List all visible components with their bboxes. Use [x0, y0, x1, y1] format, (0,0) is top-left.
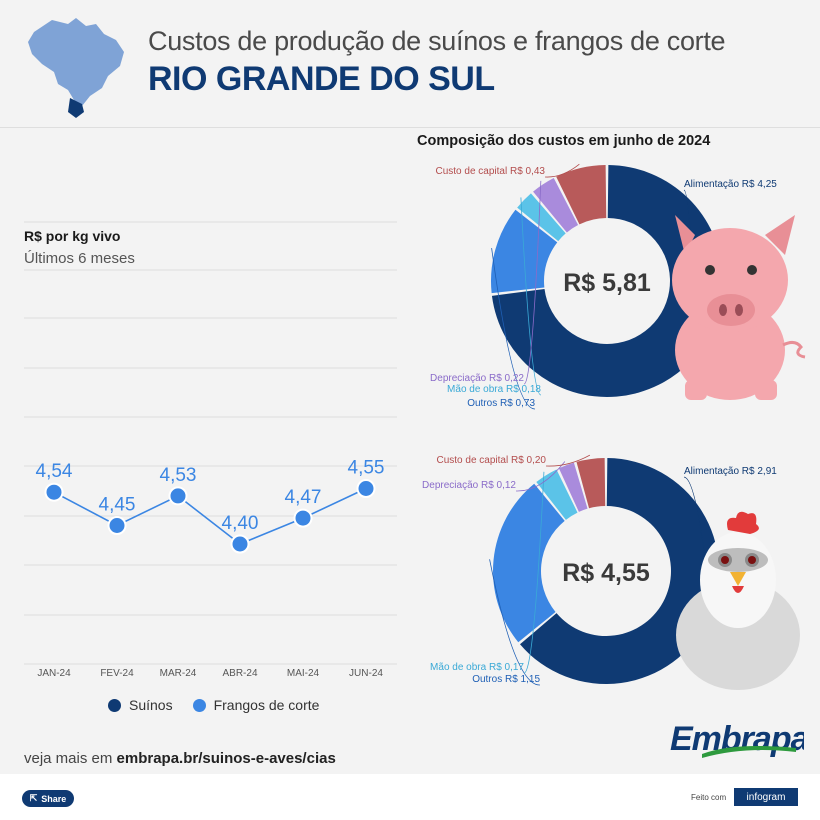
chicken-icon [676, 511, 800, 690]
donut-slice [576, 458, 606, 509]
data-point [356, 479, 376, 498]
share-label: Share [41, 793, 67, 804]
x-tick-label: JAN-24 [37, 668, 71, 679]
made-with-label: Feito com [691, 793, 727, 802]
slice-label: Mão de obra R$ 0,17 [430, 662, 524, 673]
infogram-link[interactable]: infogram [734, 788, 798, 806]
donut-slice [517, 193, 566, 242]
leader-line [523, 180, 542, 385]
leader-line [491, 247, 536, 410]
donut-slice [558, 462, 588, 512]
legend-item-frangos[interactable]: Frangos de corte [192, 697, 320, 713]
more-info-text: veja mais em embrapa.br/suinos-e-aves/ci… [24, 750, 336, 767]
donut-slice [491, 165, 723, 397]
data-point [168, 486, 188, 506]
brazil-map-icon [28, 18, 124, 118]
slice-label: Alimentação R$ 2,91 [684, 466, 777, 477]
unit-label: R$ por kg vivo [24, 228, 121, 244]
leader-line [545, 454, 591, 467]
period-label: Últimos 6 meses [24, 250, 135, 267]
x-tick-label: MAR-24 [160, 668, 197, 679]
share-icon: ⇱ [29, 793, 38, 803]
data-label: 4,54 [36, 461, 73, 482]
embrapa-logo: Embrapa [670, 720, 804, 758]
donut-slice [556, 165, 607, 225]
x-tick-label: ABR-24 [222, 668, 257, 679]
slice-label: Mão de obra R$ 0,18 [447, 384, 541, 395]
data-label: 4,55 [348, 458, 385, 479]
x-tick-label: MAI-24 [287, 668, 320, 679]
donut-slice [533, 177, 579, 233]
legend-item-suinos[interactable]: Suínos [108, 697, 173, 713]
legend-dot-suinos-icon [108, 698, 121, 712]
leader-line [544, 163, 580, 178]
data-label: 4,47 [285, 487, 322, 508]
slice-label: Outros R$ 1,15 [472, 674, 540, 685]
svg-text:Embrapa: Embrapa [670, 720, 804, 758]
slice-label: Depreciação R$ 0,22 [430, 373, 524, 384]
donut-slice [536, 469, 578, 520]
slice-label: Custo de capital R$ 0,20 [436, 455, 546, 466]
x-tick-label: FEV-24 [100, 668, 134, 679]
share-button[interactable]: ⇱ Share [22, 790, 74, 807]
leader-line [523, 471, 545, 674]
slice-label: Depreciação R$ 0,12 [422, 480, 516, 491]
donut-slice [493, 483, 565, 643]
pig-icon [672, 215, 806, 400]
legend-label: Frangos de corte [213, 697, 320, 713]
donut-center-label: R$ 5,81 [563, 269, 651, 297]
page-subtitle: Custos de produção de suínos e frangos d… [148, 26, 726, 56]
legend-dot-frangos-icon [192, 698, 206, 712]
slice-label: Outros R$ 0,73 [467, 398, 535, 409]
more-link[interactable]: embrapa.br/suinos-e-aves/cias [116, 750, 336, 767]
x-tick-label: JUN-24 [349, 668, 383, 679]
slice-label: Custo de capital R$ 0,43 [435, 166, 545, 177]
data-label: 4,40 [222, 513, 259, 534]
donut-charts: Alimentação R$ 4,25 Outros R$ 0,73 Mão de … [422, 163, 806, 690]
line-chart: JAN-24FEV-24MAR-24ABR-24MAI-24JUN-245,87… [24, 221, 397, 679]
data-point [230, 534, 250, 554]
data-label: 4,53 [160, 465, 197, 486]
legend-label: Suínos [129, 697, 173, 713]
leader-line [515, 461, 566, 492]
data-point [44, 482, 64, 502]
chart-legend: Suínos Frangos de corte [108, 697, 339, 713]
composition-title: Composição dos custos em junho de 2024 [417, 133, 711, 149]
slice-label: Alimentação R$ 4,25 [684, 179, 777, 190]
more-prefix: veja mais em [24, 750, 117, 767]
leader-line [489, 559, 541, 686]
footer-bar: ⇱ Share Feito com infogram [0, 774, 820, 820]
series-line-frangos [53, 487, 367, 545]
donut-slice [520, 458, 719, 685]
donut-center-label: R$ 4,55 [562, 559, 650, 587]
page-title: RIO GRANDE DO SUL [148, 60, 495, 98]
data-label: 4,45 [99, 495, 136, 516]
data-point [293, 508, 313, 528]
data-point [107, 516, 127, 535]
header-divider [0, 127, 820, 128]
